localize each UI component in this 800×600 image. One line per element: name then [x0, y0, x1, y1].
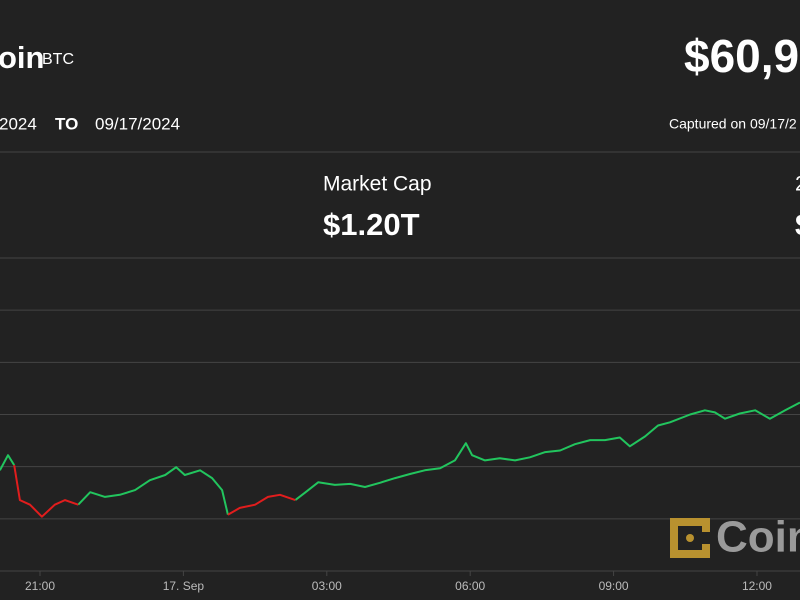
x-tick-label: 06:00: [455, 579, 485, 593]
x-tick-label: 12:00: [742, 579, 772, 593]
x-tick-label: 03:00: [312, 579, 342, 593]
range-start: 2024: [0, 114, 37, 133]
stat-label: Market Cap: [323, 173, 432, 196]
logo-bar: [670, 550, 710, 558]
price: $60,9: [684, 30, 799, 82]
range-end: 09/17/2024: [95, 114, 180, 133]
stat-label: 2: [795, 173, 800, 196]
stat-value: $: [795, 207, 800, 242]
range-separator: TO: [55, 114, 78, 133]
asset-name: oin: [0, 40, 45, 75]
watermark-logo: [670, 518, 710, 558]
x-tick-label: 09:00: [599, 579, 629, 593]
stat-value: $1.20T: [323, 207, 420, 242]
asset-symbol: BTC: [42, 51, 74, 68]
grid: 21:00 17. Sep 03:00 06:00 09:00 12:00: [0, 309, 800, 593]
logo-bar: [702, 544, 710, 558]
logo-dot: [686, 534, 694, 542]
x-tick-label: 21:00: [25, 579, 55, 593]
plot: [0, 401, 800, 518]
watermark: Coin: [716, 513, 800, 562]
x-tick-label: 17. Sep: [163, 579, 205, 593]
logo-bar: [670, 518, 710, 526]
logo-bar: [670, 518, 678, 558]
captured-date: Captured on 09/17/2: [669, 116, 797, 132]
logo-bar: [702, 518, 710, 532]
price-line: [13, 464, 296, 518]
price-line: [0, 401, 800, 515]
